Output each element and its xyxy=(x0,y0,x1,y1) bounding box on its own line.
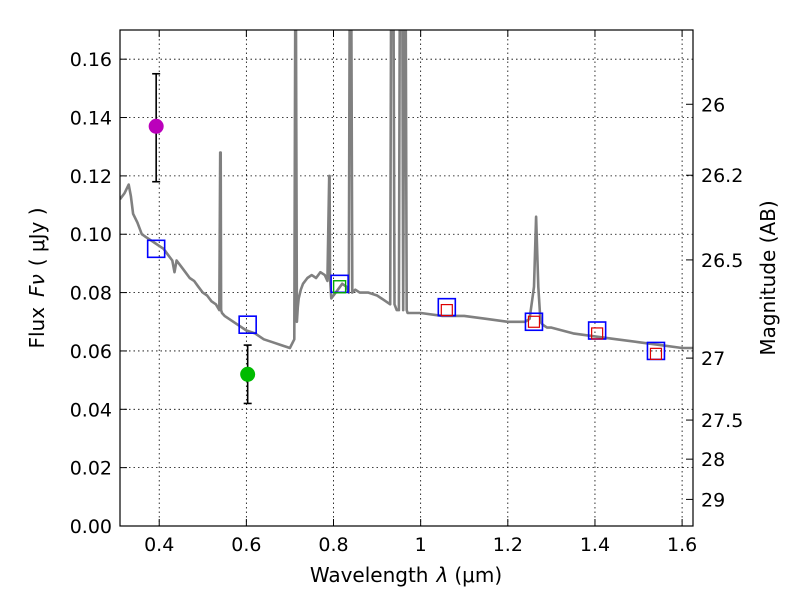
model-photometry-square xyxy=(238,315,257,334)
detection-point xyxy=(148,118,164,134)
y-axis-label: Flux xyxy=(25,307,49,349)
x-tick-label: 1 xyxy=(415,534,427,556)
x-axis-unit: (μm) xyxy=(454,563,502,587)
y-tick-label: 0.06 xyxy=(70,341,112,363)
model-spectrum-line xyxy=(120,30,693,350)
y2-tick-label: 29 xyxy=(701,489,725,511)
observed-photometry-square xyxy=(649,347,663,360)
y-tick-label: 0.08 xyxy=(70,283,112,305)
y2-tick-label: 26.5 xyxy=(701,250,743,272)
grid-layer xyxy=(120,30,693,527)
y-tick-label: 0.04 xyxy=(70,399,112,421)
x-axis-title: Wavelength λ (μm) xyxy=(310,563,502,587)
y-tick-label: 0.14 xyxy=(70,108,112,130)
x-axis-label: Wavelength xyxy=(310,563,429,587)
plot-frame xyxy=(119,29,694,527)
y-tick-label: 0.10 xyxy=(70,224,112,246)
x-tick-label: 0.6 xyxy=(231,534,261,556)
tick-layer: 0.4 0.6 0.8 1 1.2 1.4 1.6 0.00 0.02 0.04 0.06 0.08 0… xyxy=(70,30,743,556)
x-tick-label: 1.6 xyxy=(667,534,697,556)
detection-point xyxy=(240,366,256,382)
model-photometry-square xyxy=(524,312,544,332)
x-tick-label: 0.4 xyxy=(144,534,174,556)
y2-tick-label: 28 xyxy=(701,449,725,471)
y2-tick-label: 27 xyxy=(701,348,725,370)
x-tick-label: 0.8 xyxy=(318,534,348,556)
y-tick-label: 0.12 xyxy=(70,166,112,188)
y-tick-label: 0.02 xyxy=(70,458,112,480)
y-tick-label: 0.16 xyxy=(70,49,112,71)
y2-tick-label: 26 xyxy=(701,94,725,116)
green-photometry-square xyxy=(332,280,347,294)
y2-axis-title: Magnitude (AB) xyxy=(756,200,780,355)
y-axis-symbol: Fν xyxy=(25,274,49,297)
observed-photometry-square xyxy=(527,315,541,328)
x-tick-label: 1.4 xyxy=(580,534,610,556)
observed-photometry-square xyxy=(591,327,604,340)
y2-tick-label: 26.2 xyxy=(701,165,743,187)
y2-tick-label: 27.5 xyxy=(701,410,743,432)
y-axis-title: Flux Fν ( μJy ) xyxy=(25,207,49,348)
y-axis-unit: ( μJy ) xyxy=(25,207,49,266)
x-axis-symbol: λ xyxy=(436,563,449,587)
x-tick-label: 1.2 xyxy=(493,534,523,556)
series-layer xyxy=(120,30,693,405)
model-photometry-square xyxy=(146,239,166,259)
y-tick-label: 0.00 xyxy=(70,516,112,538)
observed-photometry-square xyxy=(440,303,453,317)
